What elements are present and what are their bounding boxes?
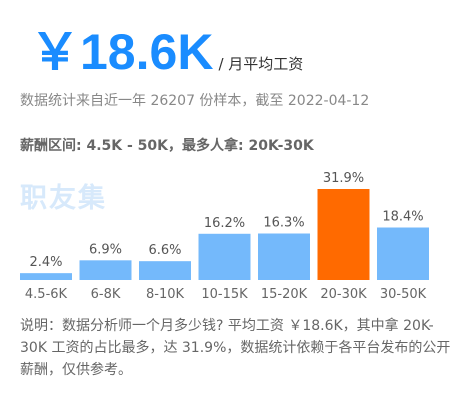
watermark-logo: 职友集 bbox=[20, 183, 107, 214]
value-label: 2.4% bbox=[29, 255, 62, 270]
explanation-note: 说明：数据分析师一个月多少钱? 平均工资 ￥18.6K，其中拿 20K-30K … bbox=[20, 318, 451, 378]
salary-unit-label: / 月平均工资 bbox=[218, 55, 304, 73]
sample-statistics-text: 数据统计来自近一年 26207 份样本，截至 2022-04-12 bbox=[20, 93, 370, 109]
category-label: 15-20K bbox=[261, 287, 308, 302]
category-label: 30-50K bbox=[380, 287, 427, 302]
salary-range-text: 薪酬区间: 4.5K - 50K，最多人拿: 20K-30K bbox=[20, 138, 314, 154]
bar-15-20K bbox=[258, 233, 310, 280]
category-label: 4.5-6K bbox=[25, 287, 68, 302]
category-label: 8-10K bbox=[146, 287, 185, 302]
bar-30-50K bbox=[377, 227, 429, 280]
value-label: 31.9% bbox=[323, 171, 364, 186]
bar-10-15K bbox=[198, 233, 251, 280]
value-label: 16.3% bbox=[263, 216, 304, 231]
bar-6-8K bbox=[79, 260, 132, 280]
average-salary-value: ￥18.6K bbox=[30, 24, 214, 80]
bar-8-10K bbox=[139, 261, 191, 280]
bar-4.5-6K bbox=[20, 273, 72, 280]
value-label: 16.2% bbox=[204, 216, 245, 231]
value-label: 6.6% bbox=[148, 243, 181, 258]
category-label: 6-8K bbox=[91, 287, 121, 302]
value-label: 6.9% bbox=[89, 242, 122, 257]
category-label: 20-30K bbox=[320, 287, 367, 302]
category-label: 10-15K bbox=[201, 287, 248, 302]
bar-20-30K bbox=[317, 189, 370, 280]
average-salary-block: ￥18.6K / 月平均工资 bbox=[30, 20, 303, 84]
value-label: 18.4% bbox=[382, 210, 423, 225]
salary-distribution-chart: 2.4% 4.5-6K 6.9% 6-8K 6.6% 8-10K 16.2% 10-15K 16… bbox=[20, 171, 429, 302]
